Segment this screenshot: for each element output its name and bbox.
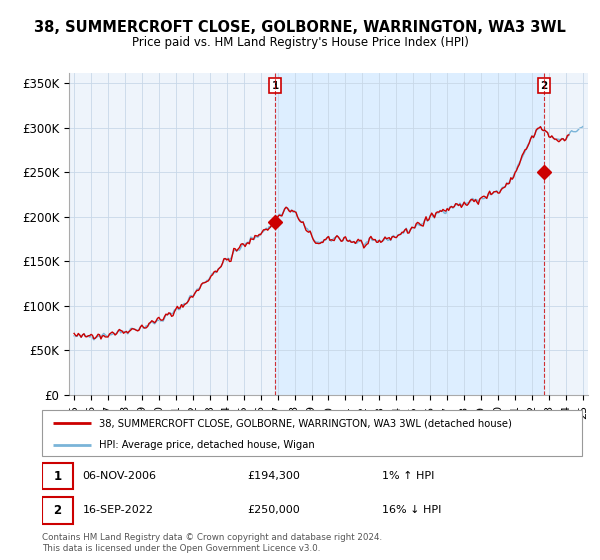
Text: £250,000: £250,000 (247, 505, 300, 515)
Text: Contains HM Land Registry data © Crown copyright and database right 2024.
This d: Contains HM Land Registry data © Crown c… (42, 533, 382, 553)
Text: £194,300: £194,300 (247, 471, 300, 481)
Text: 1: 1 (53, 469, 62, 483)
FancyBboxPatch shape (42, 410, 582, 456)
Text: 38, SUMMERCROFT CLOSE, GOLBORNE, WARRINGTON, WA3 3WL: 38, SUMMERCROFT CLOSE, GOLBORNE, WARRING… (34, 20, 566, 35)
FancyBboxPatch shape (42, 463, 73, 489)
Text: 1: 1 (271, 81, 278, 91)
Text: 16% ↓ HPI: 16% ↓ HPI (382, 505, 442, 515)
Text: 06-NOV-2006: 06-NOV-2006 (83, 471, 157, 481)
Text: HPI: Average price, detached house, Wigan: HPI: Average price, detached house, Wiga… (98, 440, 314, 450)
Text: 2: 2 (541, 81, 548, 91)
Text: 2: 2 (53, 504, 62, 517)
Text: 16-SEP-2022: 16-SEP-2022 (83, 505, 154, 515)
Text: 1% ↑ HPI: 1% ↑ HPI (382, 471, 434, 481)
Bar (275, 73, 544, 395)
Text: 38, SUMMERCROFT CLOSE, GOLBORNE, WARRINGTON, WA3 3WL (detached house): 38, SUMMERCROFT CLOSE, GOLBORNE, WARRING… (98, 418, 512, 428)
Text: Price paid vs. HM Land Registry's House Price Index (HPI): Price paid vs. HM Land Registry's House … (131, 36, 469, 49)
FancyBboxPatch shape (42, 497, 73, 524)
